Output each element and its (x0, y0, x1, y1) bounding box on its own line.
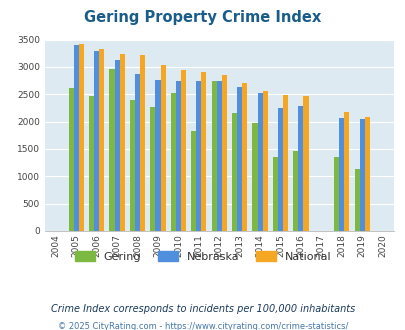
Bar (252, 123, 257, 231)
Bar (68, 88, 74, 231)
Bar (94, 50, 99, 231)
Bar (74, 45, 79, 231)
Bar (160, 65, 165, 231)
Bar (292, 150, 298, 231)
Bar (211, 81, 216, 231)
Bar (216, 81, 221, 231)
Bar (79, 44, 84, 231)
Bar (109, 69, 114, 231)
Bar (191, 131, 196, 231)
Bar (272, 157, 277, 231)
Bar (135, 74, 140, 231)
Bar (262, 91, 267, 231)
Bar (114, 60, 119, 231)
Bar (175, 81, 181, 231)
Bar (150, 107, 155, 231)
Bar (237, 87, 242, 231)
Bar (119, 54, 124, 231)
Text: Crime Index corresponds to incidents per 100,000 inhabitants: Crime Index corresponds to incidents per… (51, 304, 354, 314)
Bar (89, 96, 94, 231)
Bar (99, 50, 104, 231)
Text: © 2025 CityRating.com - https://www.cityrating.com/crime-statistics/: © 2025 CityRating.com - https://www.city… (58, 322, 347, 330)
Bar (277, 108, 282, 231)
Bar (140, 55, 145, 231)
Bar (221, 75, 226, 231)
Bar (282, 95, 288, 231)
Bar (130, 100, 135, 231)
Bar (364, 117, 369, 231)
Bar (155, 80, 160, 231)
Bar (242, 83, 247, 231)
Bar (298, 106, 303, 231)
Bar (333, 157, 338, 231)
Bar (338, 118, 343, 231)
Legend: Gering, Nebraska, National: Gering, Nebraska, National (70, 247, 335, 267)
Bar (343, 112, 349, 231)
Bar (257, 93, 262, 231)
Bar (354, 169, 359, 231)
Bar (196, 81, 201, 231)
Bar (359, 119, 364, 231)
Text: Gering Property Crime Index: Gering Property Crime Index (84, 10, 321, 25)
Bar (231, 113, 237, 231)
Bar (303, 96, 308, 231)
Bar (201, 72, 206, 231)
Bar (181, 70, 185, 231)
Bar (171, 93, 175, 231)
